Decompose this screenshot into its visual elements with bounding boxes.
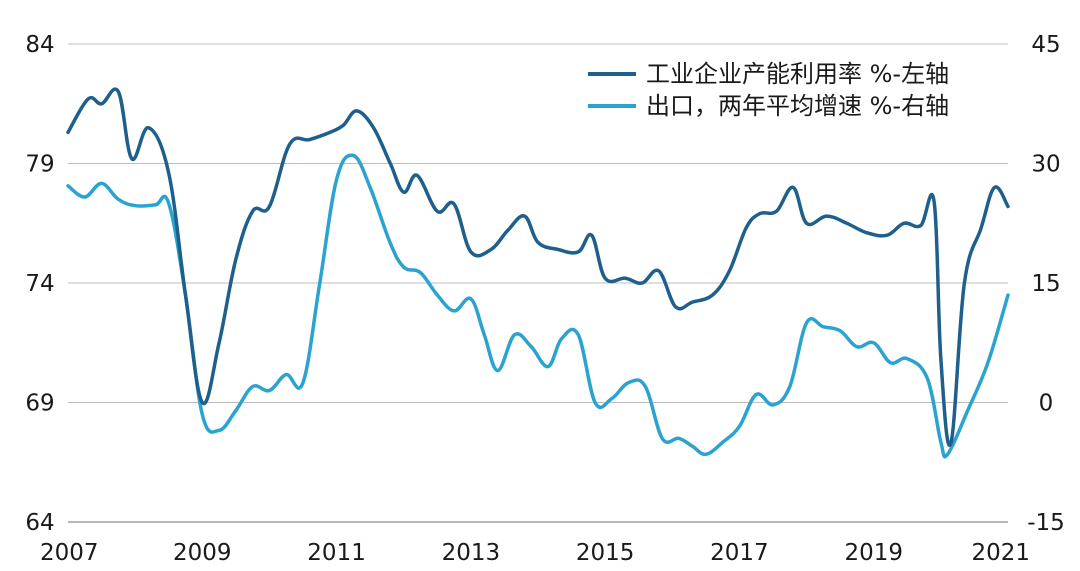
left-tick-label: 69 [25, 391, 54, 417]
series-line-capacity-utilization [66, 87, 1010, 447]
legend-label: 工业企业产能利用率 %-左轴 [646, 60, 949, 88]
right-tick-label: 0 [1039, 391, 1054, 417]
x-tick-label: 2011 [307, 540, 366, 566]
series-line-export-growth [66, 153, 1010, 459]
x-tick-label: 2009 [173, 540, 232, 566]
gridlines [68, 43, 1008, 523]
right-tick-label: 45 [1031, 32, 1060, 58]
x-tick-label: 2019 [844, 540, 903, 566]
left-tick-label: 84 [25, 32, 54, 58]
right-tick-label: 30 [1031, 152, 1060, 178]
x-tick-label: 2021 [971, 540, 1030, 566]
x-tick-label: 2015 [576, 540, 635, 566]
x-axis-ticks: 2007 2009 2011 2013 2015 2017 2019 2021 [40, 540, 1030, 566]
right-axis-ticks: -15 0 15 30 45 [1027, 32, 1065, 536]
right-tick-label: 15 [1031, 271, 1060, 297]
legend-label: 出口，两年平均增速 %-右轴 [646, 92, 949, 120]
right-tick-label: -15 [1027, 510, 1065, 536]
x-tick-label: 2013 [442, 540, 501, 566]
left-tick-label: 64 [25, 510, 54, 536]
left-tick-label: 79 [25, 152, 54, 178]
series-lines [66, 87, 1010, 459]
x-tick-label: 2017 [710, 540, 769, 566]
x-tick-label: 2007 [40, 540, 99, 566]
left-tick-label: 74 [25, 271, 54, 297]
left-axis-ticks: 64 69 74 79 84 [25, 32, 54, 536]
